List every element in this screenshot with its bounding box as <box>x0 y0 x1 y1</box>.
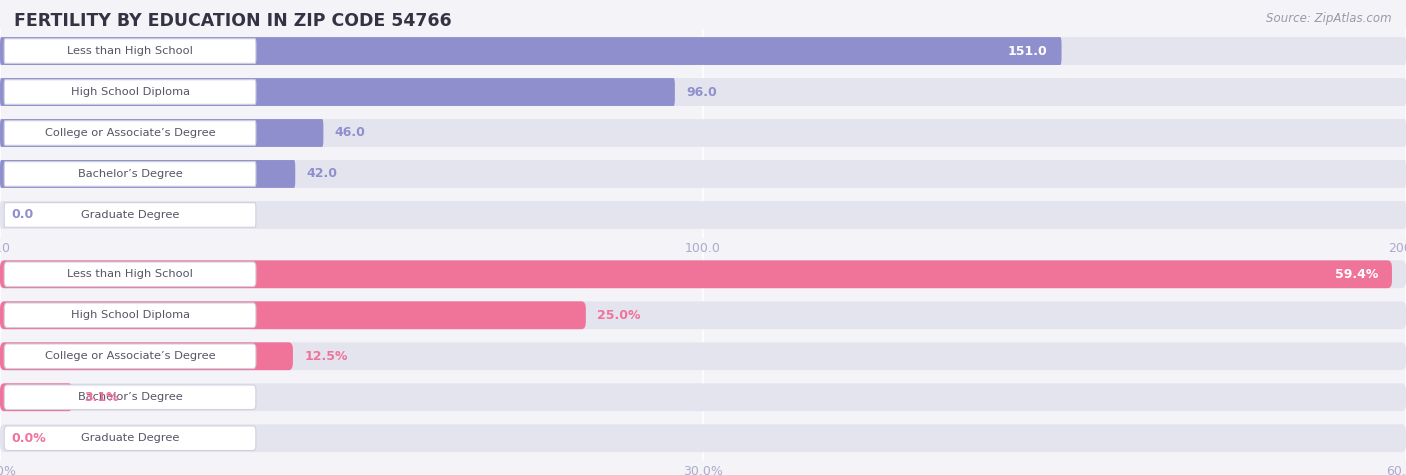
FancyBboxPatch shape <box>0 37 1406 65</box>
Text: 151.0: 151.0 <box>1008 45 1047 57</box>
FancyBboxPatch shape <box>0 119 1406 147</box>
Text: 25.0%: 25.0% <box>598 309 641 322</box>
Text: Less than High School: Less than High School <box>67 269 193 279</box>
FancyBboxPatch shape <box>0 301 1406 329</box>
FancyBboxPatch shape <box>0 260 1392 288</box>
FancyBboxPatch shape <box>0 160 295 188</box>
FancyBboxPatch shape <box>4 80 256 104</box>
FancyBboxPatch shape <box>0 119 323 147</box>
FancyBboxPatch shape <box>0 383 73 411</box>
FancyBboxPatch shape <box>4 121 256 145</box>
Text: 42.0: 42.0 <box>307 168 337 180</box>
Text: 0.0: 0.0 <box>11 209 34 221</box>
FancyBboxPatch shape <box>0 301 586 329</box>
Text: 96.0: 96.0 <box>686 86 717 98</box>
Text: High School Diploma: High School Diploma <box>70 310 190 320</box>
Text: Source: ZipAtlas.com: Source: ZipAtlas.com <box>1267 12 1392 25</box>
FancyBboxPatch shape <box>0 383 1406 411</box>
Text: College or Associate’s Degree: College or Associate’s Degree <box>45 351 215 361</box>
FancyBboxPatch shape <box>4 303 256 328</box>
FancyBboxPatch shape <box>4 39 256 63</box>
FancyBboxPatch shape <box>0 78 1406 106</box>
FancyBboxPatch shape <box>0 424 1406 452</box>
Text: High School Diploma: High School Diploma <box>70 87 190 97</box>
FancyBboxPatch shape <box>4 262 256 286</box>
FancyBboxPatch shape <box>4 344 256 369</box>
Text: Bachelor’s Degree: Bachelor’s Degree <box>77 169 183 179</box>
Text: FERTILITY BY EDUCATION IN ZIP CODE 54766: FERTILITY BY EDUCATION IN ZIP CODE 54766 <box>14 12 451 30</box>
FancyBboxPatch shape <box>0 260 1406 288</box>
FancyBboxPatch shape <box>4 385 256 409</box>
Text: College or Associate’s Degree: College or Associate’s Degree <box>45 128 215 138</box>
Text: 12.5%: 12.5% <box>304 350 347 363</box>
FancyBboxPatch shape <box>0 201 1406 229</box>
Text: Less than High School: Less than High School <box>67 46 193 56</box>
FancyBboxPatch shape <box>4 426 256 450</box>
Text: 3.1%: 3.1% <box>84 391 118 404</box>
FancyBboxPatch shape <box>0 37 1062 65</box>
Text: Graduate Degree: Graduate Degree <box>82 210 179 220</box>
FancyBboxPatch shape <box>0 342 292 370</box>
FancyBboxPatch shape <box>4 203 256 227</box>
FancyBboxPatch shape <box>0 160 1406 188</box>
Text: 46.0: 46.0 <box>335 126 366 140</box>
FancyBboxPatch shape <box>4 162 256 186</box>
Text: 0.0%: 0.0% <box>11 432 46 445</box>
Text: Graduate Degree: Graduate Degree <box>82 433 179 443</box>
FancyBboxPatch shape <box>0 342 1406 370</box>
FancyBboxPatch shape <box>0 78 675 106</box>
Text: Bachelor’s Degree: Bachelor’s Degree <box>77 392 183 402</box>
Text: 59.4%: 59.4% <box>1334 268 1378 281</box>
